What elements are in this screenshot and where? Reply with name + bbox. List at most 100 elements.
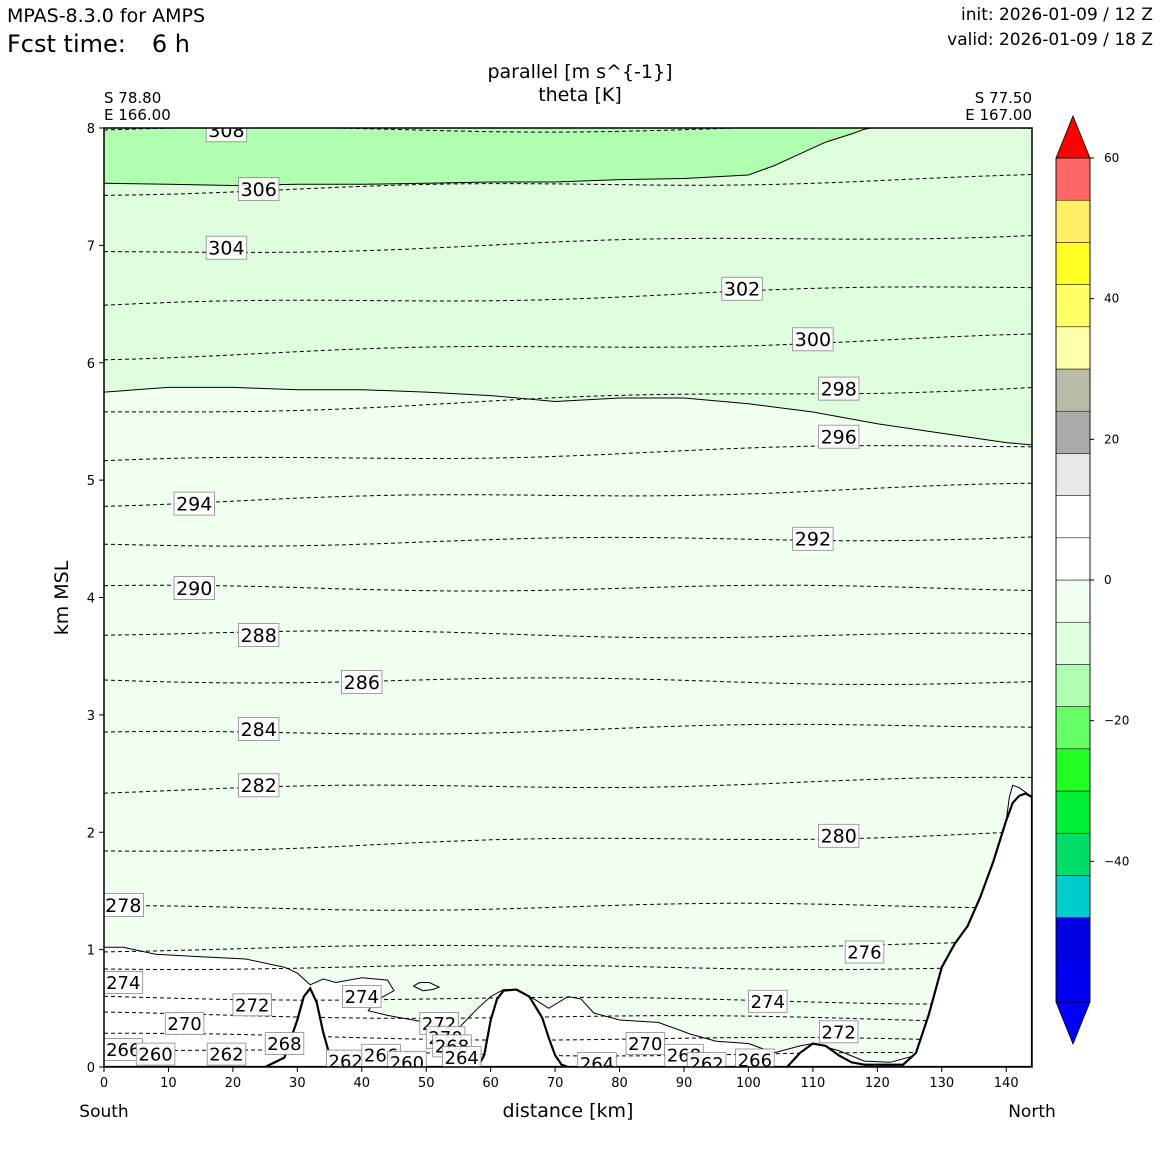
theta-label-box (104, 893, 144, 917)
colorbar-segment (1055, 579, 1091, 623)
theta-label-text: 304 (208, 238, 244, 260)
wind-fill-zero-region (104, 785, 1032, 1067)
y-tick-label: 1 (87, 944, 95, 959)
x-tick-label: 60 (482, 1076, 499, 1091)
theta-contour-line (104, 333, 1032, 361)
theta-label-text: 284 (241, 719, 277, 741)
theta-label-text: 262 (329, 1052, 363, 1073)
chart-title-line1: parallel [m s^{-1}] (487, 61, 672, 83)
theta-label: 266 (735, 1048, 775, 1071)
colorbar-segment (1055, 284, 1091, 328)
theta-label: 264 (577, 1052, 617, 1075)
theta-label-text: 276 (847, 943, 881, 964)
x-tick-label: 80 (611, 1076, 628, 1091)
wind-contour-small (413, 982, 441, 992)
theta-label: 270 (625, 1032, 666, 1055)
x-tick-label: 140 (994, 1076, 1019, 1091)
forecast-time-label: Fcst time: (7, 30, 126, 58)
theta-label-text: 306 (241, 179, 277, 201)
colorbar-segment (1055, 875, 1091, 918)
start-direction-label: South (79, 1102, 128, 1122)
theta-label-text: 260 (138, 1045, 172, 1066)
theta-label-box (818, 376, 860, 401)
theta-label-box (819, 1020, 859, 1044)
y-tick-label: 6 (87, 357, 95, 372)
colorbar-tick-label: 60 (1104, 151, 1119, 165)
theta-label-text: 272 (235, 995, 269, 1016)
end-direction-label: North (1008, 1102, 1056, 1122)
y-tick-label: 0 (87, 1061, 95, 1076)
x-tick-label: 10 (160, 1076, 177, 1091)
theta-label-text: 270 (628, 1034, 662, 1055)
theta-label-text: 274 (106, 973, 140, 994)
theta-label: 308 (205, 128, 248, 143)
theta-label-text: 266 (106, 1040, 140, 1061)
x-tick-label: 20 (225, 1076, 242, 1091)
x-tick-label: 130 (929, 1076, 954, 1091)
colorbar-segment (1055, 748, 1091, 792)
theta-label-text: 286 (344, 672, 380, 694)
colorbar-segment (1055, 326, 1091, 370)
theta-contour-line (104, 677, 1032, 686)
y-tick-label: 3 (87, 709, 95, 724)
theta-label: 294 (173, 491, 215, 516)
start-lat: S 78.80 (104, 89, 161, 107)
x-tick-label: 100 (736, 1076, 761, 1091)
start-lon: E 166.00 (104, 106, 171, 124)
theta-label-box (342, 985, 382, 1008)
theta-label-text: 292 (795, 529, 831, 551)
theta-label: 276 (844, 940, 885, 964)
theta-label: 296 (818, 424, 860, 449)
theta-label-text: 272 (822, 1022, 856, 1043)
theta-contour-line (104, 235, 1032, 253)
colorbar-segment (1055, 537, 1091, 581)
theta-label-box (792, 327, 834, 352)
colorbar-segment (1055, 453, 1091, 496)
theta-label-box (341, 670, 383, 694)
theta-contour-line (104, 584, 1032, 592)
theta-label-text: 290 (176, 578, 212, 600)
y-tick-label: 5 (87, 474, 95, 489)
theta-label-text: 264 (580, 1054, 614, 1075)
theta-label: 304 (205, 235, 248, 260)
chart-title-line2: theta [K] (538, 84, 622, 106)
theta-contour-line-low (104, 1049, 1032, 1057)
theta-contour-line (104, 482, 1032, 507)
theta-label-box (792, 526, 834, 551)
theta-label-text: 296 (821, 427, 857, 449)
theta-label: 274 (748, 989, 788, 1013)
theta-label-text: 266 (738, 1050, 772, 1071)
y-axis: 0 1 2 3 4 5 6 7 8 (87, 122, 104, 1076)
theta-label: 284 (237, 717, 280, 741)
colorbar-segment (1055, 706, 1091, 750)
theta-contour-line (104, 536, 1032, 547)
x-axis: 0 10 20 30 40 50 60 70 80 90 100 110 120 130 140 (100, 1067, 1019, 1091)
colorbar-tick-label: 0 (1104, 573, 1112, 587)
x-axis-label: distance [km] (503, 1100, 634, 1122)
theta-label-text: 270 (167, 1014, 201, 1035)
colorbar-segment (1055, 959, 1091, 1003)
y-tick-label: 7 (87, 239, 95, 254)
theta-label: 280 (818, 823, 860, 848)
theta-contour-line-low (104, 1032, 1032, 1043)
theta-label-box (735, 1048, 775, 1067)
theta-label: 260 (387, 1050, 427, 1067)
theta-label-text: 274 (345, 987, 379, 1008)
x-tick-label: 30 (289, 1076, 306, 1091)
theta-label-text: 278 (105, 895, 141, 917)
colorbar-segment (1055, 621, 1091, 665)
colorbar-segment (1055, 242, 1091, 285)
theta-label-text: 288 (241, 625, 277, 647)
colorbar-tick-label: −40 (1104, 854, 1129, 868)
theta-label: 262 (686, 1052, 727, 1067)
x-tick-label: 110 (800, 1076, 825, 1091)
theta-label-text: 282 (241, 775, 277, 797)
theta-label-box (686, 1052, 727, 1067)
wind-fill-neg5-to-neg10 (104, 128, 1032, 445)
x-tick-label: 120 (865, 1076, 890, 1091)
theta-label: 260 (135, 1042, 176, 1066)
theta-contour-line-low (104, 964, 1032, 971)
colorbar-segment (1055, 495, 1091, 539)
colorbar-extend-top (1055, 114, 1091, 159)
theta-label-box (441, 1046, 482, 1067)
